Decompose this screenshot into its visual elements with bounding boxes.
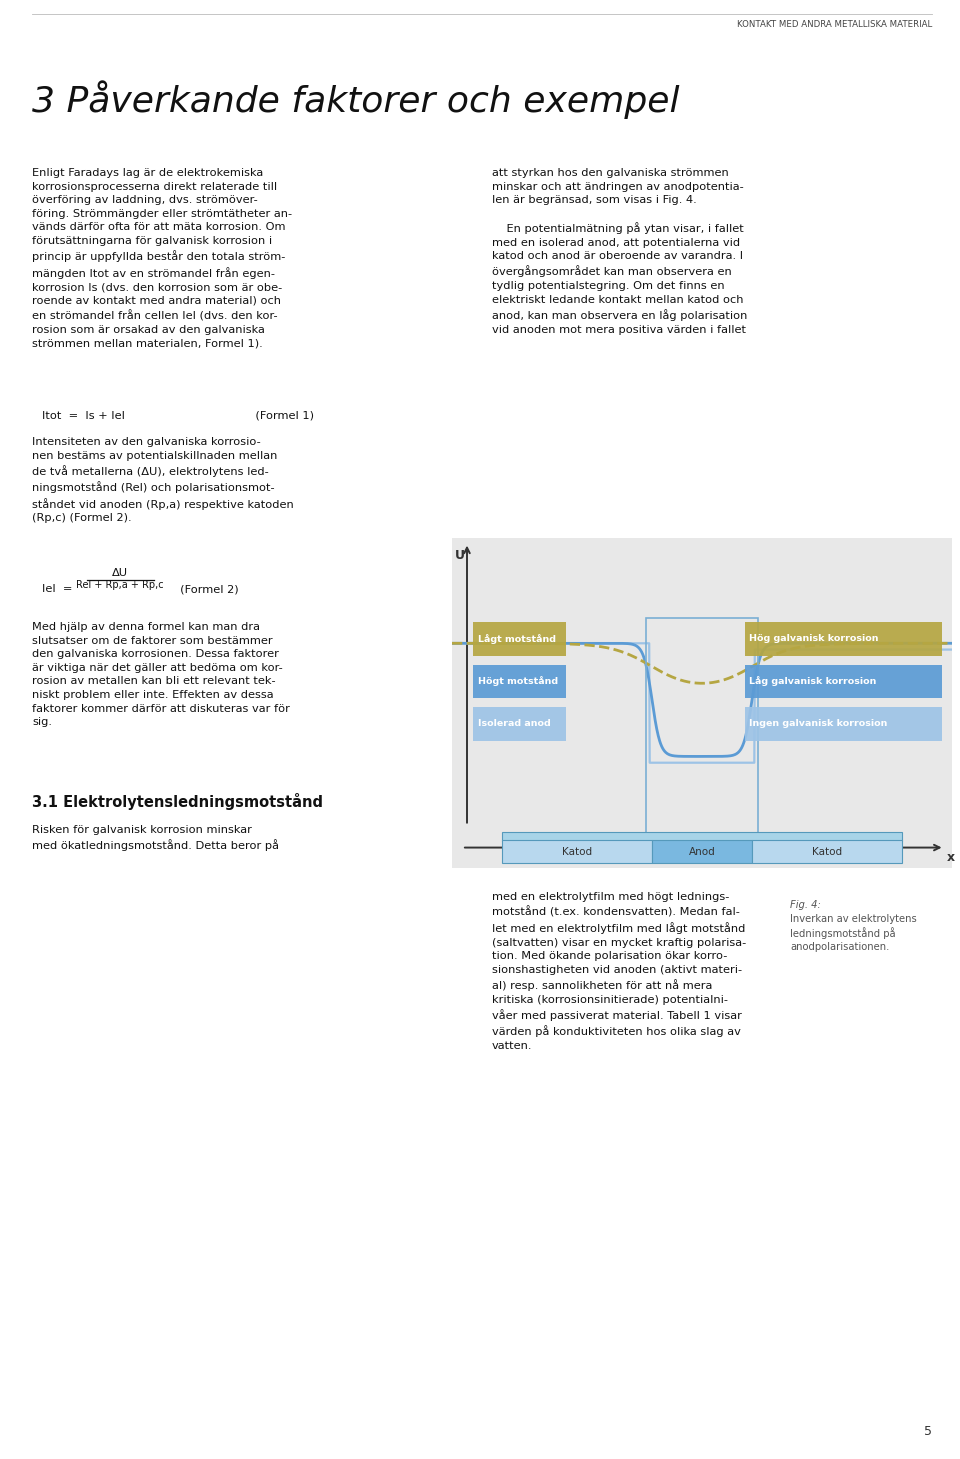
Bar	[502, 840, 652, 864]
Text: med en elektrolytfilm med högt lednings-
motstånd (t.ex. kondensvatten). Medan f: med en elektrolytfilm med högt lednings-…	[492, 891, 746, 1050]
Text: Katod: Katod	[562, 848, 592, 856]
Text: (Formel 2): (Formel 2)	[162, 584, 239, 594]
Bar	[502, 832, 902, 840]
Text: 3.1 Elektrolytensledningsmotstånd: 3.1 Elektrolytensledningsmotstånd	[32, 794, 323, 810]
Text: Katod: Katod	[812, 848, 842, 856]
Text: Högt motstånd: Högt motstånd	[477, 677, 558, 686]
Text: Inverkan av elektrolytens
ledningsmotstånd på
anodpolarisationen.: Inverkan av elektrolytens ledningsmotstå…	[790, 913, 917, 953]
Text: att styrkan hos den galvaniska strömmen
minskar och att ändringen av anodpotenti: att styrkan hos den galvaniska strömmen …	[492, 168, 744, 206]
Text: En potentialmätning på ytan visar, i fallet
med en isolerad anod, att potentiale: En potentialmätning på ytan visar, i fal…	[492, 222, 748, 334]
Text: ΔU: ΔU	[112, 568, 128, 578]
Text: Låg galvanisk korrosion: Låg galvanisk korrosion	[749, 677, 876, 686]
Bar	[745, 708, 942, 741]
Bar	[473, 622, 565, 657]
Text: Anod: Anod	[688, 848, 715, 856]
Bar	[745, 622, 942, 657]
Bar	[646, 619, 758, 842]
Text: Enligt Faradays lag är de elektrokemiska
korrosionsprocesserna direkt relaterade: Enligt Faradays lag är de elektrokemiska…	[32, 168, 292, 349]
Text: Intensiteten av den galvaniska korrosio-
nen bestäms av potentialskillnaden mell: Intensiteten av den galvaniska korrosio-…	[32, 438, 294, 524]
Text: Lågt motstånd: Lågt motstånd	[477, 635, 556, 643]
Text: Med hjälp av denna formel kan man dra
slutsatser om de faktorer som bestämmer
de: Med hjälp av denna formel kan man dra sl…	[32, 622, 290, 727]
Text: Iel  =: Iel =	[42, 584, 72, 594]
Bar	[473, 664, 565, 699]
Text: Itot  =  Is + Iel                                    (Formel 1): Itot = Is + Iel (Formel 1)	[42, 410, 314, 420]
Text: Isolerad anod: Isolerad anod	[477, 719, 550, 728]
Text: U: U	[454, 549, 465, 562]
Bar	[452, 538, 952, 868]
Bar	[473, 708, 565, 741]
Text: Hög galvanisk korrosion: Hög galvanisk korrosion	[749, 635, 878, 643]
Text: 5: 5	[924, 1425, 932, 1439]
Text: Rel + Rp,a + Rp,c: Rel + Rp,a + Rp,c	[76, 581, 164, 589]
Text: Fig. 4:: Fig. 4:	[790, 900, 821, 910]
Text: Risken för galvanisk korrosion minskar
med ökatledningsmotstånd. Detta beror på: Risken för galvanisk korrosion minskar m…	[32, 824, 279, 852]
Text: KONTAKT MED ANDRA METALLISKA MATERIAL: KONTAKT MED ANDRA METALLISKA MATERIAL	[736, 20, 932, 29]
Text: x: x	[947, 851, 955, 864]
Text: 3 Påverkande faktorer och exempel: 3 Påverkande faktorer och exempel	[32, 80, 680, 118]
Bar	[752, 840, 902, 864]
Bar	[652, 840, 752, 864]
Text: Ingen galvanisk korrosion: Ingen galvanisk korrosion	[749, 719, 887, 728]
Bar	[745, 664, 942, 699]
